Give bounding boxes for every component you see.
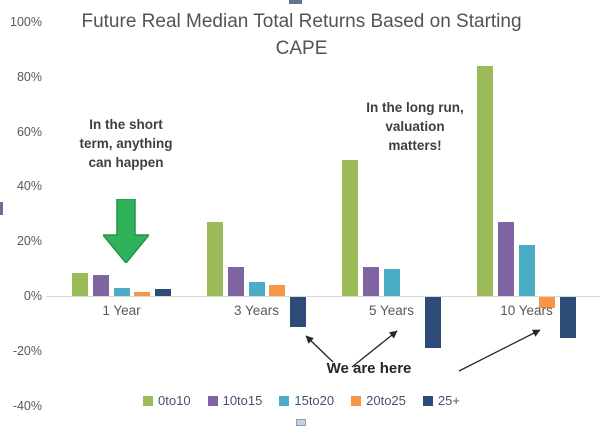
y-axis-tick-label: 0% [23,289,42,303]
arrow-to-3y-bar [305,335,334,363]
legend-swatch [351,395,362,406]
x-axis-label: 10 Years [500,303,553,318]
legend-item-20to25[interactable]: 20to25 [351,393,406,408]
bar-15to20-5-years[interactable] [383,268,400,296]
legend-swatch [207,395,218,406]
legend-label: 10to15 [222,393,263,408]
chart-title-line1: Future Real Median Total Returns Based o… [81,11,522,32]
y-axis-tick-label: 40% [16,179,42,194]
bar-15to20-3-years[interactable] [248,282,265,296]
bar-15to20-1-year[interactable] [113,287,130,296]
legend-label: 25+ [437,393,460,408]
bar-20to25-1-year[interactable] [134,291,151,296]
bar-25+-3-years[interactable] [290,297,307,328]
bar-0to10-5-years[interactable] [342,160,358,296]
annotation-line: matters! [388,138,442,153]
legend-item-15to20[interactable]: 15to20 [279,393,334,408]
y-axis-tick-label: 60% [16,124,42,139]
chart-title-line2: CAPE [275,38,328,59]
legend-item-0to10[interactable]: 0to10 [143,393,191,408]
bar-15to20-10-years[interactable] [518,245,535,296]
annotation-short-term: In the short term, anything can happen [62,115,190,172]
bar-0to10-10-years[interactable] [477,65,493,296]
down-arrow-shape[interactable] [103,199,149,263]
y-axis-tick-label: 20% [16,234,42,249]
y-axis-tick-label: 100% [10,15,42,29]
bar-25+-10-years[interactable] [560,297,577,339]
zero-gridline [46,296,600,297]
bar-0to10-3-years[interactable] [207,222,223,296]
bar-25+-1-year[interactable] [155,289,172,296]
bar-20to25-3-years[interactable] [269,285,286,296]
legend-label: 15to20 [294,393,335,408]
annotation-line: term, anything [79,136,173,151]
bar-0to10-1-year[interactable] [72,272,88,296]
y-axis-tick-label: -40% [12,398,42,413]
x-axis-label: 5 Years [368,303,415,318]
legend-swatch [279,395,290,406]
bar-10to15-10-years[interactable] [497,222,514,296]
annotation-long-run: In the long run, valuation matters! [348,98,482,155]
legend-item-25+[interactable]: 25+ [422,393,460,408]
legend-item-10to15[interactable]: 10to15 [207,393,263,408]
bar-20to25-10-years[interactable] [539,297,556,308]
chart-title: Future Real Median Total Returns Based o… [0,8,603,62]
annotation-we-are-here: We are here [326,360,412,377]
annotation-line: valuation [385,119,445,134]
bar-10to15-3-years[interactable] [227,267,244,296]
arrow-to-10y-bar [458,329,541,372]
selection-handle-top[interactable] [289,0,302,4]
legend-swatch [422,395,433,406]
annotation-line: can happen [88,155,164,170]
x-axis-label: 3 Years [233,303,280,318]
bar-10to15-5-years[interactable] [362,267,379,296]
legend-label: 20to25 [366,393,406,408]
x-axis-label: 1 Year [102,303,141,318]
annotation-line: In the long run, [366,100,464,115]
bar-25+-5-years[interactable] [425,297,442,348]
y-axis-tick-label: 80% [16,69,42,84]
legend-label: 0to10 [158,393,191,408]
y-axis-tick-label: -20% [12,343,42,358]
bar-10to15-1-year[interactable] [92,275,109,296]
annotation-line: In the short [89,117,163,132]
legend-swatch [143,395,154,406]
legend: 0to10 10to15 15to20 20to25 25+ [0,393,603,408]
selection-handle-bottom[interactable] [296,419,306,426]
selection-handle-left[interactable] [0,202,3,215]
